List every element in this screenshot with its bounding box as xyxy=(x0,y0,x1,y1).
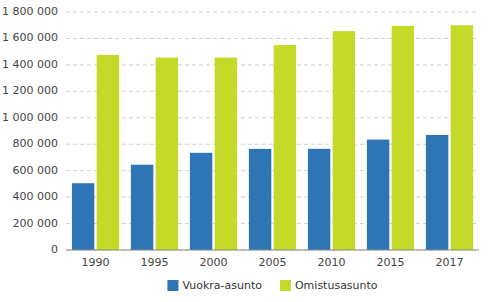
y-tick-label: 600 000 xyxy=(13,164,59,177)
bar xyxy=(131,165,153,250)
x-tick-labels: 1990 1995 2000 2005 2010 2015 2017 xyxy=(82,256,464,269)
bar xyxy=(249,149,271,250)
bar xyxy=(367,140,389,250)
grid-line xyxy=(66,197,479,198)
bars xyxy=(72,25,473,250)
bar xyxy=(451,25,473,250)
legend-label: Vuokra-asunto xyxy=(182,279,262,292)
grid-line xyxy=(66,170,479,171)
grid-line xyxy=(66,144,479,145)
grid-line xyxy=(66,250,479,251)
bar xyxy=(274,45,296,250)
chart: 0 200 000 400 000 600 000 800 000 1 000 000 1 … xyxy=(0,0,491,302)
bar xyxy=(72,183,94,250)
x-tick-label: 2015 xyxy=(377,256,405,269)
legend-swatch xyxy=(280,280,291,291)
legend-swatch xyxy=(167,280,178,291)
bar xyxy=(308,149,330,250)
grid-line xyxy=(66,64,479,65)
grid-line xyxy=(66,223,479,224)
bar xyxy=(426,135,448,250)
bar xyxy=(190,153,212,250)
y-tick-label: 400 000 xyxy=(13,190,59,203)
y-tick-label: 200 000 xyxy=(13,217,59,230)
grid-line xyxy=(66,91,479,92)
bar xyxy=(97,55,119,250)
y-tick-label: 1 400 000 xyxy=(2,58,58,71)
y-tick-labels: 0 200 000 400 000 600 000 800 000 1 000 000 1 … xyxy=(2,5,58,256)
bar xyxy=(215,58,237,250)
grid xyxy=(66,12,479,250)
grid-line xyxy=(66,38,479,39)
x-tick-label: 2005 xyxy=(259,256,287,269)
x-tick-label: 1990 xyxy=(82,256,110,269)
y-tick-label: 1 200 000 xyxy=(2,84,58,97)
x-axis-line xyxy=(66,250,479,251)
y-tick-label: 1 600 000 xyxy=(2,31,58,44)
y-tick-label: 1 800 000 xyxy=(2,5,58,18)
grid-line xyxy=(66,12,479,13)
y-tick-label: 0 xyxy=(51,243,58,256)
bar xyxy=(156,58,178,250)
x-tick-label: 2017 xyxy=(436,256,464,269)
y-tick-label: 800 000 xyxy=(13,137,59,150)
x-tick-label: 1995 xyxy=(141,256,169,269)
x-tick-label: 2010 xyxy=(318,256,346,269)
legend-label: Omistusasunto xyxy=(295,279,378,292)
grid-line xyxy=(66,117,479,118)
x-tick-label: 2000 xyxy=(200,256,228,269)
legend: Vuokra-asunto Omistusasunto xyxy=(167,279,377,292)
bar xyxy=(392,26,414,250)
y-tick-label: 1 000 000 xyxy=(2,111,58,124)
bar xyxy=(333,31,355,250)
